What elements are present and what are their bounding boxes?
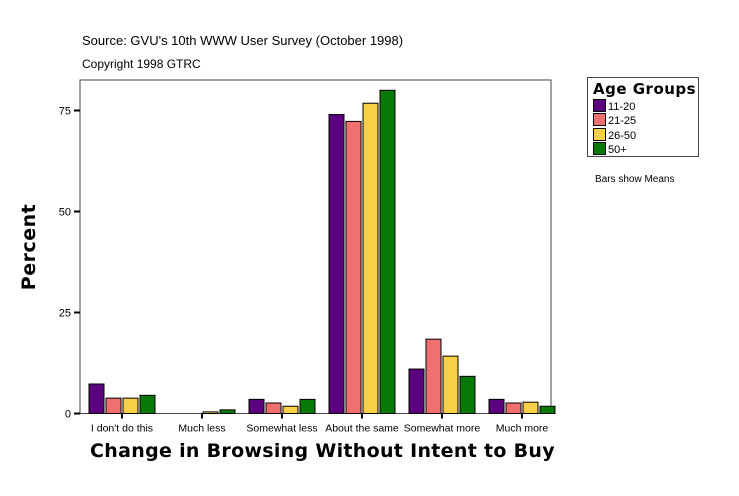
bar-50+-0 [139, 394, 156, 415]
bar-11-20-0 [88, 383, 105, 414]
source-text: Source: GVU's 10th WWW User Survey (Octo… [82, 33, 404, 48]
legend-swatch [593, 142, 606, 155]
x-axis-label: Change in Browsing Without Intent to Buy [90, 440, 555, 462]
bar-11-20-5 [488, 398, 505, 414]
bar-21-25-0 [105, 397, 122, 415]
bar-50+-3 [379, 89, 396, 415]
plot-frame [79, 79, 552, 414]
y-tick-label: 50 [59, 207, 71, 219]
y-tick-label: 25 [59, 308, 71, 320]
bar-11-20-3 [328, 114, 345, 414]
legend-swatch [593, 113, 606, 126]
x-tick-label: Much more [496, 423, 549, 435]
bar-26-50-0 [122, 397, 139, 415]
legend-label: 26-50 [608, 130, 637, 142]
bar-50+-2 [299, 398, 316, 414]
legend-item: 11-20 [593, 99, 635, 113]
bar-21-25-3 [345, 120, 362, 415]
legend-swatch [593, 128, 606, 141]
x-tick-label: Somewhat more [404, 423, 481, 435]
x-tick-label: About the same [325, 423, 399, 435]
bar-11-20-2 [248, 398, 265, 414]
legend-item: 50+ [593, 142, 627, 156]
bar-21-25-5 [505, 402, 522, 415]
copyright-text: Copyright 1998 GTRC [82, 57, 201, 71]
bar-26-50-3 [362, 102, 379, 414]
bar-26-50-2 [282, 405, 299, 414]
legend: Age Groups 11-20 21-25 26-50 50+ [587, 77, 699, 157]
legend-swatch [593, 99, 606, 112]
bar-21-25-4 [425, 338, 442, 414]
legend-label: 11-20 [608, 101, 636, 113]
note-text: Bars show Means [595, 174, 675, 185]
x-tick-label: Somewhat less [246, 423, 317, 435]
x-tick-label: Much less [178, 423, 225, 435]
bar-50+-4 [459, 375, 476, 414]
bar-26-50-1 [202, 411, 219, 415]
bar-50+-1 [219, 409, 236, 415]
legend-label: 50+ [608, 144, 627, 156]
bar-26-50-4 [442, 355, 459, 414]
bar-26-50-5 [522, 401, 539, 414]
bar-50+-5 [539, 405, 556, 414]
legend-title: Age Groups [593, 80, 697, 98]
x-tick-label: I don't do this [91, 423, 153, 435]
y-axis-label: Percent [18, 203, 41, 291]
legend-label: 21-25 [608, 115, 637, 127]
bar-11-20-4 [408, 368, 425, 414]
y-tick-label: 0 [65, 409, 71, 421]
bar-21-25-2 [265, 402, 282, 415]
y-tick-label: 75 [59, 106, 71, 118]
legend-item: 21-25 [593, 113, 636, 127]
legend-item: 26-50 [593, 128, 636, 142]
